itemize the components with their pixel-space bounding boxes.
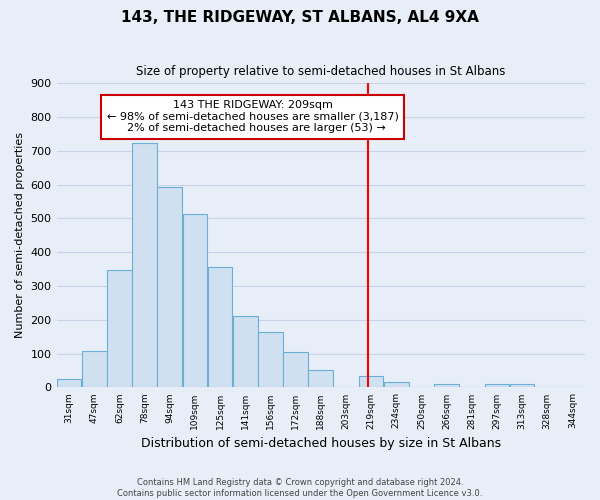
Y-axis label: Number of semi-detached properties: Number of semi-detached properties	[15, 132, 25, 338]
Bar	[485, 384, 509, 388]
Bar	[82, 351, 107, 388]
X-axis label: Distribution of semi-detached houses by size in St Albans: Distribution of semi-detached houses by …	[141, 437, 501, 450]
Bar	[510, 384, 535, 388]
Bar	[283, 352, 308, 388]
Text: 143, THE RIDGEWAY, ST ALBANS, AL4 9XA: 143, THE RIDGEWAY, ST ALBANS, AL4 9XA	[121, 10, 479, 25]
Title: Size of property relative to semi-detached houses in St Albans: Size of property relative to semi-detach…	[136, 65, 505, 78]
Bar	[208, 267, 232, 388]
Bar	[107, 270, 132, 388]
Bar	[132, 144, 157, 388]
Bar	[182, 214, 207, 388]
Bar	[359, 376, 383, 388]
Bar	[384, 382, 409, 388]
Bar	[57, 379, 82, 388]
Bar	[233, 316, 257, 388]
Bar	[258, 332, 283, 388]
Bar	[308, 370, 333, 388]
Bar	[157, 186, 182, 388]
Text: Contains HM Land Registry data © Crown copyright and database right 2024.
Contai: Contains HM Land Registry data © Crown c…	[118, 478, 482, 498]
Text: 143 THE RIDGEWAY: 209sqm
← 98% of semi-detached houses are smaller (3,187)
  2% : 143 THE RIDGEWAY: 209sqm ← 98% of semi-d…	[107, 100, 399, 134]
Bar	[434, 384, 459, 388]
